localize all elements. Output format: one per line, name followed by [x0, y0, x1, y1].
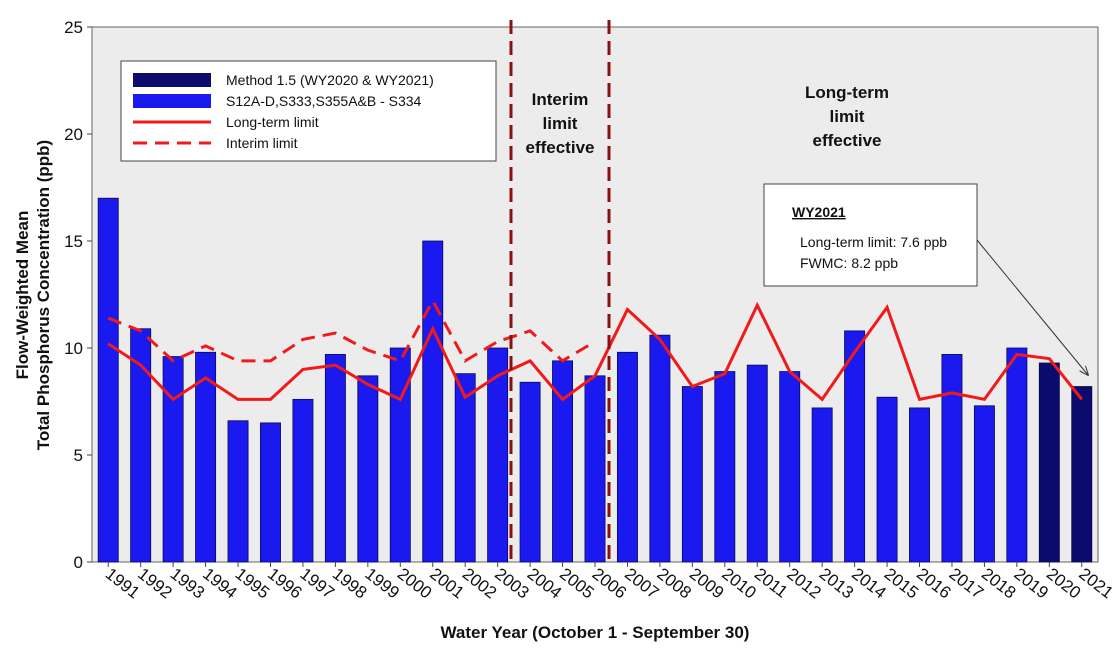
y-tick-label: 0	[74, 553, 83, 572]
x-tick-label: 2006	[589, 564, 631, 602]
legend-label: S12A-D,S333,S355A&B - S334	[226, 93, 422, 109]
region-label: Interim	[532, 90, 589, 109]
bar	[616, 351, 638, 563]
x-tick-label: 2002	[459, 564, 501, 602]
x-tick-label: 1998	[329, 564, 371, 602]
x-tick-label: 1995	[232, 564, 274, 602]
x-tick-label: 2015	[881, 564, 923, 602]
annotation: WY2021 Long-term limit: 7.6 ppb FWMC: 8.…	[763, 183, 1088, 375]
bar	[162, 356, 184, 563]
x-tick-label: 2004	[524, 564, 566, 602]
x-tick-label: 1999	[361, 564, 403, 602]
bar	[1071, 386, 1093, 563]
x-tick-label: 1997	[296, 564, 338, 602]
bar	[973, 405, 995, 563]
region-label: limit	[830, 107, 865, 126]
line	[107, 297, 596, 363]
x-tick-label: 1994	[199, 564, 241, 602]
bar	[1038, 362, 1060, 563]
y-tick-label: 10	[64, 339, 83, 358]
x-tick-label: 1996	[264, 564, 306, 602]
x-tick-label: 2016	[913, 564, 955, 602]
x-tick-label: 2005	[556, 564, 598, 602]
x-tick-label: 2001	[426, 564, 468, 602]
bar	[1006, 347, 1028, 563]
bar	[649, 334, 671, 563]
bar	[292, 398, 314, 563]
line	[107, 301, 1083, 402]
x-tick-label: 2000	[394, 564, 436, 602]
bar	[811, 407, 833, 563]
y-axis-title: Total Phosphorus Concentration (ppb)	[34, 140, 53, 450]
annotation-title: WY2021	[792, 204, 846, 220]
bar	[681, 386, 703, 563]
x-tick-label: 2003	[491, 564, 533, 602]
bar	[844, 330, 866, 563]
x-tick-label: 2018	[978, 564, 1020, 602]
x-tick-label: 2010	[718, 564, 760, 602]
bar	[519, 381, 541, 563]
x-tick-label: 2017	[946, 564, 988, 602]
bar	[714, 371, 736, 563]
y-tick-label: 20	[64, 125, 83, 144]
legend-label: Interim limit	[226, 135, 298, 151]
bar	[909, 407, 930, 563]
y-tick-label: 25	[64, 18, 83, 37]
bar	[97, 197, 119, 563]
bar	[584, 375, 606, 563]
x-tick-label: 2014	[848, 564, 890, 602]
bar	[941, 354, 963, 563]
bar	[876, 396, 898, 563]
bar	[324, 354, 346, 563]
bar	[389, 347, 411, 563]
x-tick-label: 2007	[621, 564, 663, 602]
legend-label: Method 1.5 (WY2020 & WY2021)	[226, 72, 434, 88]
x-tick-label: 1991	[102, 564, 144, 602]
x-tick-label: 2012	[783, 564, 825, 602]
bar	[779, 371, 801, 563]
x-tick-label: 2011	[751, 564, 792, 601]
y-tick-label: 15	[64, 232, 83, 251]
x-tick-label: 2009	[686, 564, 728, 602]
x-tick-label: 1992	[134, 564, 176, 602]
bar	[357, 375, 379, 563]
bar	[454, 373, 476, 563]
legend-label: Long-term limit	[226, 114, 319, 130]
x-tick-label: 1993	[167, 564, 209, 602]
region-label: limit	[543, 114, 578, 133]
x-tick-label: 2013	[816, 564, 858, 602]
annotation-text: FWMC: 8.2 ppb	[800, 255, 898, 271]
legend-swatch	[133, 94, 211, 108]
x-tick-label: 2021	[1075, 564, 1117, 602]
bar	[260, 422, 281, 563]
x-tick-label: 2019	[1010, 564, 1052, 602]
y-tick-label: 5	[74, 446, 83, 465]
region-label: effective	[526, 138, 595, 157]
x-tick-label: 2008	[653, 564, 695, 602]
x-axis-title: Water Year (October 1 - September 30)	[441, 623, 750, 642]
region-label: Long-term	[805, 83, 889, 102]
bar	[227, 420, 249, 563]
bar	[422, 240, 444, 563]
bar	[746, 364, 768, 563]
y-axis-title: Flow-Weighted Mean	[13, 211, 32, 380]
annotation-text: Long-term limit: 7.6 ppb	[800, 234, 947, 250]
legend-swatch	[133, 73, 211, 87]
x-tick-label: 2020	[1043, 564, 1085, 602]
region-label: effective	[813, 131, 882, 150]
